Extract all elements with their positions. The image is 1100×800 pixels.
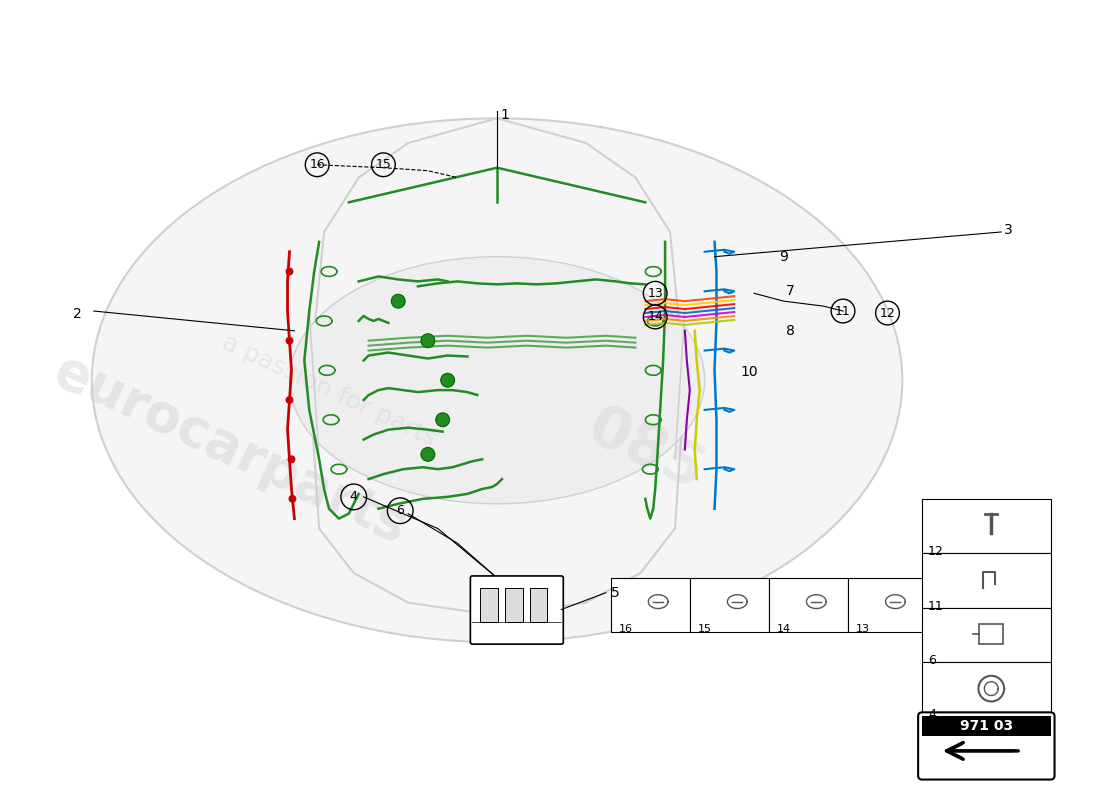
- Circle shape: [286, 267, 294, 275]
- Bar: [922, 662, 1050, 716]
- Text: 085: 085: [579, 398, 713, 501]
- Text: eurocarparts: eurocarparts: [45, 345, 415, 554]
- Bar: [769, 578, 848, 632]
- Text: 9: 9: [779, 250, 788, 264]
- Bar: [922, 554, 1050, 607]
- Bar: [610, 578, 690, 632]
- Circle shape: [436, 413, 450, 426]
- Text: 15: 15: [697, 624, 712, 634]
- Text: 14: 14: [777, 624, 791, 634]
- Text: 16: 16: [618, 624, 632, 634]
- Text: 6: 6: [396, 504, 404, 518]
- Text: 2: 2: [74, 307, 81, 321]
- Text: 14: 14: [647, 310, 663, 323]
- Bar: [979, 624, 1003, 644]
- Text: 971 03: 971 03: [960, 719, 1013, 733]
- Text: 13: 13: [647, 286, 663, 300]
- Circle shape: [286, 396, 294, 404]
- Bar: [530, 588, 548, 622]
- Text: 1: 1: [500, 109, 509, 122]
- Text: 6: 6: [928, 654, 936, 667]
- Text: 5: 5: [610, 586, 619, 600]
- Text: 13: 13: [856, 624, 870, 634]
- Text: 12: 12: [880, 306, 895, 319]
- Bar: [690, 578, 769, 632]
- Text: 11: 11: [835, 305, 851, 318]
- Text: 7: 7: [786, 284, 795, 298]
- FancyArrowPatch shape: [948, 744, 1013, 758]
- Circle shape: [392, 294, 405, 308]
- Text: 12: 12: [928, 546, 944, 558]
- FancyBboxPatch shape: [918, 712, 1055, 779]
- Bar: [848, 578, 927, 632]
- Circle shape: [421, 447, 434, 462]
- Text: 10: 10: [740, 366, 758, 379]
- Bar: [481, 588, 498, 622]
- Ellipse shape: [289, 257, 705, 504]
- Circle shape: [441, 374, 454, 387]
- Circle shape: [287, 455, 296, 463]
- Text: 4: 4: [928, 708, 936, 722]
- Text: 4: 4: [350, 490, 358, 503]
- Ellipse shape: [91, 118, 902, 642]
- Text: 8: 8: [786, 324, 795, 338]
- Text: 16: 16: [309, 158, 324, 171]
- Bar: [505, 588, 522, 622]
- Bar: [922, 499, 1050, 554]
- Text: 15: 15: [375, 158, 392, 171]
- FancyBboxPatch shape: [471, 576, 563, 644]
- Bar: [922, 716, 1050, 736]
- Bar: [922, 607, 1050, 662]
- Text: a passion for parts: a passion for parts: [218, 330, 440, 450]
- Circle shape: [288, 495, 296, 502]
- Circle shape: [286, 337, 294, 345]
- Circle shape: [421, 334, 434, 348]
- Text: 11: 11: [928, 600, 944, 613]
- Text: 3: 3: [1004, 223, 1013, 237]
